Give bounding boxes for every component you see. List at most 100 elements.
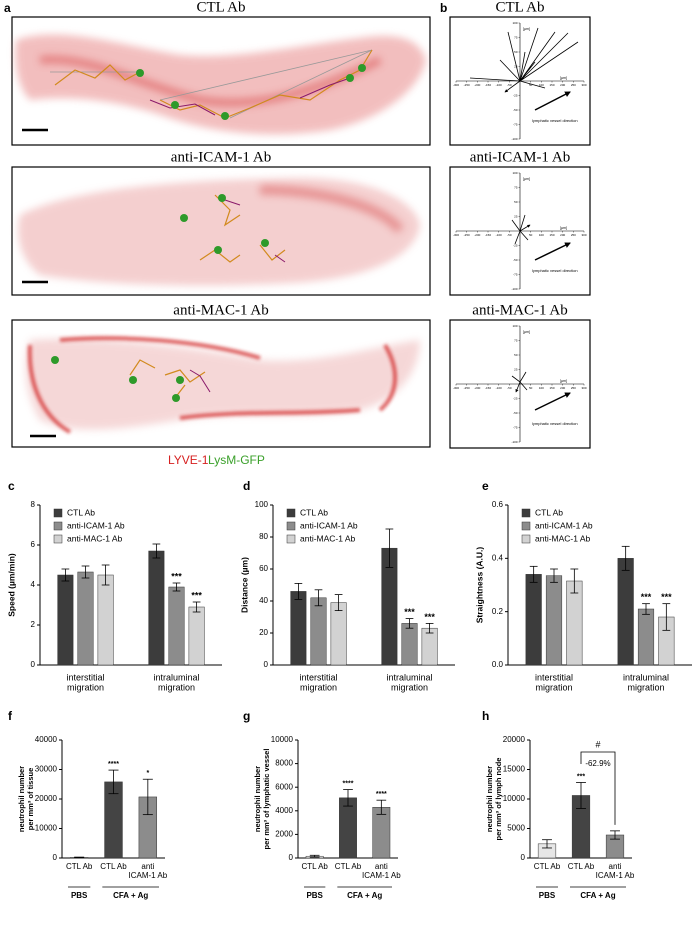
y-tick-label: 5000 bbox=[507, 824, 525, 833]
x-tick-label: anti bbox=[609, 862, 622, 871]
x-tick-label: migration bbox=[535, 682, 572, 692]
bar bbox=[57, 574, 74, 666]
bar bbox=[566, 580, 583, 666]
y-tick-label: -25 bbox=[513, 93, 518, 97]
y-tick-label: -50 bbox=[513, 108, 518, 112]
panel-title: anti-ICAM-1 Ab bbox=[470, 149, 570, 165]
x-tick-label: -100 bbox=[496, 386, 502, 390]
y-axis-label: Straightness (A.U.) bbox=[474, 547, 484, 624]
x-tick-label: -250 bbox=[464, 386, 470, 390]
direction-label: lymphatic vessel direction bbox=[532, 421, 578, 426]
group-label: CFA + Ag bbox=[113, 891, 148, 900]
y-tick-label: 0 bbox=[264, 660, 269, 669]
group-label: PBS bbox=[71, 891, 88, 900]
group-label: PBS bbox=[539, 891, 556, 900]
panel-letter: a bbox=[4, 1, 11, 15]
y-tick-label: 10000 bbox=[271, 735, 294, 744]
significance: *** bbox=[191, 590, 202, 600]
legend-label: LysM-GFP bbox=[208, 453, 265, 467]
y-tick-label: 20000 bbox=[35, 794, 58, 803]
x-tick-label: 300 bbox=[581, 386, 586, 390]
legend-label: CTL Ab bbox=[67, 507, 95, 517]
group-label: PBS bbox=[306, 891, 323, 900]
significance: *** bbox=[171, 571, 182, 581]
bar bbox=[637, 608, 655, 666]
y-tick-label: 10000 bbox=[35, 824, 58, 833]
x-tick-label: -50 bbox=[507, 233, 512, 237]
significance: **** bbox=[343, 780, 354, 787]
legend-label: anti-MAC-1 Ab bbox=[535, 533, 591, 543]
y-tick-label: 50 bbox=[514, 50, 518, 54]
y-tick-label: 50 bbox=[514, 353, 518, 357]
x-tick-label: -300 bbox=[453, 233, 459, 237]
x-tick-label: 250 bbox=[571, 386, 576, 390]
y-tick-label: 6000 bbox=[275, 782, 293, 791]
y-unit: [µm] bbox=[523, 27, 530, 31]
track-arrows bbox=[469, 27, 579, 392]
x-unit: [µm] bbox=[560, 76, 567, 80]
y-tick-label: 15000 bbox=[503, 765, 526, 774]
y-axis-label: per mm³ of tissue bbox=[26, 768, 35, 831]
x-tick-label: 150 bbox=[549, 233, 554, 237]
panel-title: CTL Ab bbox=[495, 0, 544, 15]
panel-letter: d bbox=[243, 479, 250, 493]
panel-letter: c bbox=[8, 479, 15, 493]
legend-swatch bbox=[286, 534, 296, 544]
x-tick-label: -100 bbox=[496, 233, 502, 237]
panel-title: anti-MAC-1 Ab bbox=[173, 302, 268, 318]
x-tick-label: CTL Ab bbox=[301, 862, 328, 871]
legend-label: anti-ICAM-1 Ab bbox=[535, 520, 593, 530]
x-tick-label: anti bbox=[375, 862, 388, 871]
y-tick-label: 0 bbox=[289, 853, 294, 862]
x-tick-label: -200 bbox=[474, 83, 480, 87]
x-tick-label: -150 bbox=[485, 386, 491, 390]
legend-label: anti-MAC-1 Ab bbox=[300, 533, 356, 543]
bar bbox=[290, 591, 307, 666]
y-tick-label: 10000 bbox=[503, 794, 526, 803]
comparison-symbol: # bbox=[595, 739, 600, 749]
comparison-bracket bbox=[580, 751, 616, 825]
y-axis-label: per mm³ of lymphatic vessel bbox=[262, 749, 271, 850]
x-tick-label: 300 bbox=[581, 83, 586, 87]
x-tick-label: 200 bbox=[560, 233, 565, 237]
bar bbox=[188, 606, 205, 666]
y-tick-label: 4 bbox=[31, 580, 36, 589]
panel-title: CTL Ab bbox=[196, 0, 245, 15]
y-tick-label: 0.2 bbox=[492, 607, 504, 616]
y-tick-label: 20000 bbox=[503, 735, 526, 744]
plot-frame bbox=[449, 166, 591, 296]
y-tick-label: -25 bbox=[513, 396, 518, 400]
y-axis-label: Distance (µm) bbox=[239, 557, 249, 613]
x-tick-label: -250 bbox=[464, 233, 470, 237]
bar bbox=[545, 575, 563, 666]
legend-swatch bbox=[286, 521, 296, 531]
panel-letter: h bbox=[482, 709, 489, 723]
group-label: CFA + Ag bbox=[580, 891, 615, 900]
y-unit: [µm] bbox=[523, 177, 530, 181]
x-tick-label: intraluminal bbox=[623, 672, 669, 682]
x-tick-label: 250 bbox=[571, 233, 576, 237]
x-tick-label: -300 bbox=[453, 386, 459, 390]
group-label: CFA + Ag bbox=[347, 891, 382, 900]
x-tick-label: -200 bbox=[474, 386, 480, 390]
x-tick-label: 150 bbox=[549, 386, 554, 390]
significance: **** bbox=[108, 761, 119, 768]
direction-label: lymphatic vessel direction bbox=[532, 118, 578, 123]
bar bbox=[148, 550, 165, 666]
x-tick-label: CTL Ab bbox=[335, 862, 362, 871]
x-tick-label: interstitial bbox=[299, 672, 337, 682]
legend-label: anti-MAC-1 Ab bbox=[67, 533, 123, 543]
x-tick-label: interstitial bbox=[535, 672, 573, 682]
y-tick-label: 2000 bbox=[275, 830, 293, 839]
panel-title: anti-MAC-1 Ab bbox=[472, 302, 567, 318]
micrograph bbox=[11, 16, 431, 146]
y-tick-label: -75 bbox=[513, 425, 518, 429]
x-tick-label: migration bbox=[627, 682, 664, 692]
y-tick-label: 25 bbox=[514, 214, 518, 218]
x-unit: [µm] bbox=[560, 379, 567, 383]
y-axis-label: neutrophil number bbox=[253, 766, 262, 832]
x-tick-label: -150 bbox=[485, 233, 491, 237]
x-tick-label: 300 bbox=[581, 233, 586, 237]
y-tick-label: 100 bbox=[512, 21, 517, 25]
x-tick-label: 100 bbox=[539, 83, 544, 87]
